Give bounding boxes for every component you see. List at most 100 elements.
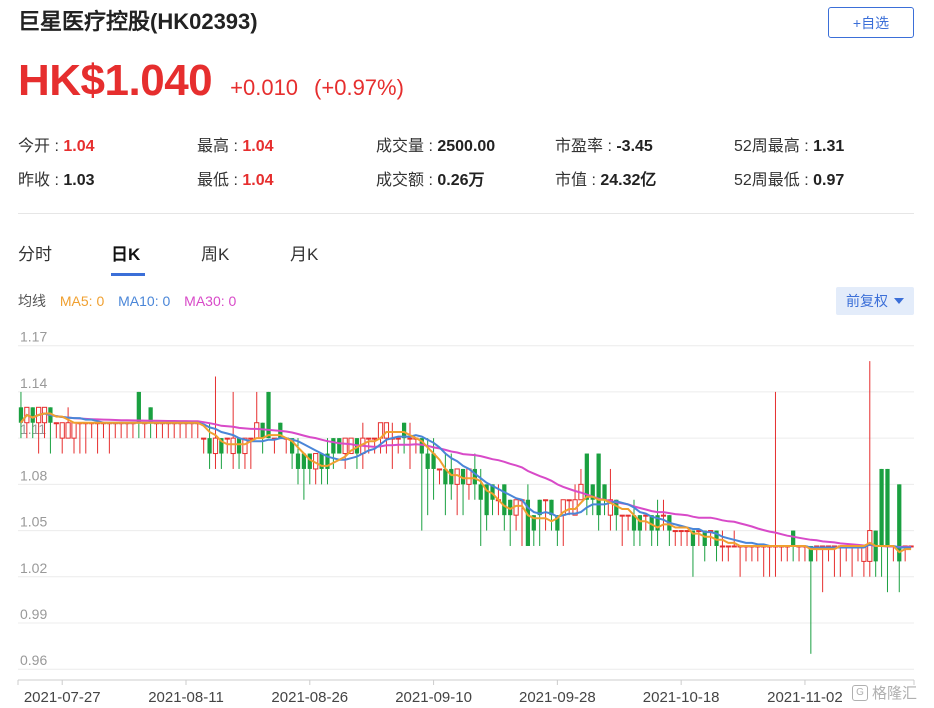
- candle-body: [637, 515, 643, 531]
- caret-down-icon: [894, 298, 904, 304]
- candle-body: [348, 437, 354, 455]
- candle-body: [419, 438, 424, 454]
- candle-body: [236, 438, 242, 454]
- candle-body: [731, 545, 737, 548]
- watermark: G 格隆汇: [852, 682, 917, 703]
- candle-body: [201, 437, 207, 440]
- candle-body: [631, 515, 637, 531]
- candle-body: [791, 530, 796, 546]
- candle-body: [590, 484, 595, 500]
- ma30-line: [20, 412, 912, 548]
- candle-body: [407, 437, 413, 440]
- candle-body: [490, 484, 495, 500]
- active-tab-indicator: [111, 273, 145, 276]
- candle-body: [897, 484, 902, 562]
- candle-body: [337, 438, 342, 454]
- candle-body: [30, 407, 35, 423]
- candle-body: [690, 530, 696, 546]
- candle-body: [725, 545, 731, 548]
- candle-body: [301, 453, 307, 469]
- tab-daily-k[interactable]: 日K: [111, 245, 141, 264]
- stat-turnover: 成交额 : 0.26万: [376, 172, 485, 189]
- candle-body: [248, 437, 254, 440]
- candle-body: [478, 484, 483, 500]
- candle-body: [508, 499, 513, 516]
- ma-label: 均线: [18, 293, 46, 309]
- ma30-legend: MA30: 0: [184, 293, 237, 309]
- candle-body: [212, 437, 219, 455]
- candle-body: [136, 391, 141, 423]
- candle-body: [325, 453, 330, 469]
- price-change-percent: (+0.97%): [314, 75, 404, 100]
- adjust-dropdown[interactable]: 前复权: [836, 287, 914, 315]
- x-tick-label: 2021-08-26: [271, 689, 348, 706]
- candle-body: [242, 437, 248, 455]
- x-tick-label: 2021-09-28: [519, 689, 596, 706]
- candle-body: [672, 530, 678, 533]
- candle-body: [525, 499, 531, 546]
- y-tick-label: 1.08: [20, 467, 47, 483]
- adjust-label: 前复权: [846, 293, 888, 309]
- tab-weekly-k[interactable]: 周K: [201, 245, 230, 264]
- candle-body: [260, 422, 265, 439]
- candle-body: [436, 468, 443, 471]
- stat-pe: 市盈率 : -3.45: [555, 138, 653, 155]
- candle-body: [18, 407, 24, 423]
- stat-prev-close: 昨收 : 1.03: [18, 172, 95, 189]
- candle-body: [224, 437, 230, 440]
- candle-body: [808, 545, 813, 562]
- stat-52w-high: 52周最高 : 1.31: [734, 138, 845, 155]
- candle-body: [71, 422, 77, 439]
- candle-body: [537, 499, 542, 516]
- candle-body: [401, 422, 407, 439]
- candle-body: [41, 406, 48, 424]
- candle-body: [484, 484, 489, 516]
- candle-body: [254, 422, 260, 439]
- candle-body: [65, 422, 71, 439]
- ma10-line: [20, 412, 912, 549]
- ma5-line: [20, 412, 912, 554]
- divider: [18, 213, 914, 214]
- candle-body: [719, 545, 726, 548]
- candle-body: [366, 437, 372, 440]
- tab-intraday[interactable]: 分时: [18, 245, 52, 264]
- stat-low: 最低 : 1.04: [197, 172, 274, 189]
- candle-body: [619, 514, 625, 517]
- candle-body: [596, 453, 601, 516]
- candle-body: [307, 453, 312, 469]
- candle-body: [319, 453, 324, 469]
- current-price: HK$1.040: [18, 56, 213, 105]
- candle-body: [655, 515, 660, 531]
- candle-body: [660, 514, 667, 517]
- candle-body: [289, 438, 295, 454]
- candle-body: [555, 515, 560, 531]
- x-tick-label: 2021-09-10: [395, 689, 472, 706]
- stat-volume: 成交量 : 2500.00: [376, 138, 496, 155]
- kline-chart[interactable]: 1.171.141.111.081.051.020.990.962021-07-…: [0, 330, 934, 708]
- candle-body: [472, 468, 477, 485]
- candle-body: [702, 530, 707, 546]
- candle-body: [207, 438, 212, 454]
- candle-body: [431, 453, 436, 469]
- tab-monthly-k[interactable]: 月K: [290, 245, 319, 264]
- ma10-legend: MA10: 0: [118, 293, 171, 309]
- candle-body: [549, 499, 554, 516]
- candle-body: [59, 422, 65, 439]
- candle-body: [684, 530, 690, 533]
- candle-body: [342, 437, 348, 455]
- candle-body: [678, 530, 684, 533]
- x-tick-label: 2021-11-02: [767, 689, 843, 706]
- ma-legend: 均线 MA5: 0 MA10: 0 MA30: 0: [18, 291, 246, 311]
- candle-body: [148, 407, 153, 423]
- candle-body: [502, 484, 507, 516]
- candle-body: [879, 468, 884, 546]
- stat-open: 今开 : 1.04: [18, 138, 95, 155]
- candle-body: [625, 514, 631, 517]
- candle-body: [649, 515, 654, 531]
- candle-body: [219, 438, 224, 454]
- y-tick-label: 1.02: [20, 560, 47, 576]
- y-tick-label: 1.17: [20, 330, 47, 345]
- add-watchlist-button[interactable]: +自选: [828, 7, 914, 38]
- candle-body: [460, 468, 466, 485]
- price-change: +0.010: [230, 75, 299, 100]
